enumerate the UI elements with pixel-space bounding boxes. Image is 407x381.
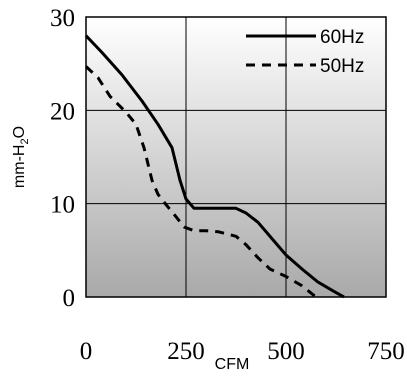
- y-tick-label: 30: [50, 5, 75, 32]
- y-tick-label: 0: [63, 285, 76, 312]
- series-line-60hz: [84, 34, 345, 299]
- y-tick-label: 10: [50, 192, 75, 219]
- legend: 60Hz 50Hz: [246, 27, 364, 77]
- series-line-50hz: [84, 65, 317, 299]
- x-tick-labels: 0 250 500 750: [80, 338, 405, 365]
- x-tick-label: 750: [367, 338, 405, 365]
- y-tick-label: 20: [50, 98, 75, 125]
- x-tick-label: 250: [167, 338, 205, 365]
- y-axis-label: mm-H2O: [11, 126, 31, 188]
- x-axis-label: CFM: [215, 356, 250, 373]
- plot-background: [86, 17, 386, 297]
- y-axis-label-main: mm-H: [11, 145, 28, 189]
- legend-label-50hz: 50Hz: [320, 56, 364, 77]
- y-axis-label-subscript: 2: [19, 138, 31, 144]
- plot-frame: [85, 16, 387, 298]
- series-lines: [84, 34, 345, 299]
- x-tick-label: 0: [80, 338, 93, 365]
- y-axis-label-suffix: O: [11, 126, 28, 138]
- y-tick-labels: 0 10 20 30: [50, 5, 75, 312]
- legend-label-60hz: 60Hz: [320, 27, 364, 48]
- x-tick-label: 500: [267, 338, 305, 365]
